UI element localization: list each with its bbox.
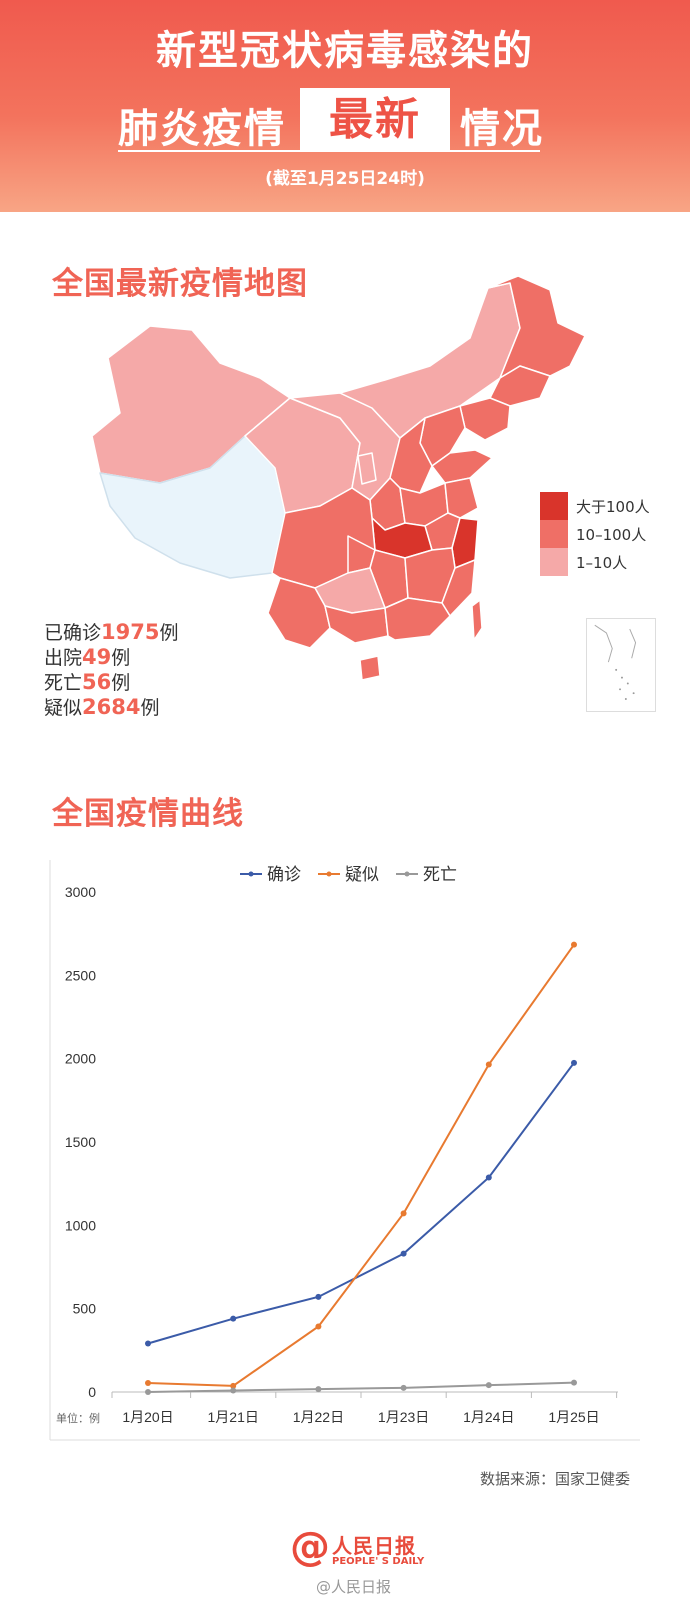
- y-tick-label: 0: [88, 1384, 96, 1400]
- inset-islands: [615, 668, 635, 700]
- map-section-title: 全国最新疫情地图: [52, 266, 308, 302]
- region-liaoning: [459, 397, 511, 441]
- data-point: [485, 1174, 492, 1181]
- title-line2: 肺炎疫情 最新 情况: [0, 88, 690, 152]
- data-point: [571, 1379, 577, 1386]
- data-point: [315, 1293, 322, 1300]
- series-line-疑似: [147, 944, 575, 1387]
- legend-marker: [404, 871, 410, 877]
- region-heilongjiang: [487, 275, 586, 379]
- date-caption: (截至1月25日24时): [265, 169, 425, 189]
- title-right: 情况: [460, 106, 544, 152]
- title-line1: 新型冠状病毒感染的: [156, 28, 534, 74]
- y-tick-label: 3000: [65, 884, 96, 900]
- x-tick-label: 1月22日: [293, 1409, 344, 1425]
- legend-label: 疑似: [345, 865, 379, 884]
- series-line-死亡: [147, 1381, 575, 1393]
- data-source: 数据来源：国家卫健委: [479, 1470, 630, 1488]
- data-point: [230, 1387, 237, 1394]
- legend-label: 确诊: [267, 865, 301, 884]
- series-line-确诊: [147, 1062, 575, 1345]
- y-tick-label: 1500: [65, 1134, 96, 1150]
- x-tick-label: 1月25日: [548, 1409, 599, 1425]
- region-hainan: [359, 655, 381, 681]
- y-tick-label: 1000: [65, 1217, 96, 1233]
- data-point: [485, 1061, 492, 1068]
- x-tick-label: 1月23日: [378, 1409, 429, 1425]
- inset-coastline: [594, 624, 613, 663]
- title-highlight: 最新: [300, 88, 450, 152]
- region-jiangsu: [444, 477, 479, 519]
- x-tick-label: 1月20日: [122, 1409, 173, 1425]
- x-tick-label: 1月21日: [208, 1409, 259, 1425]
- unit-label: 单位：例: [56, 1411, 100, 1425]
- data-point: [485, 1382, 492, 1389]
- stat-deaths: 死亡56例: [44, 670, 131, 694]
- stat-suspected: 疑似2684例: [44, 695, 160, 719]
- weibo-watermark: @人民日报: [316, 1578, 392, 1596]
- curve-section-title: 全国疫情曲线: [52, 796, 244, 832]
- stat-discharged: 出院49例: [44, 645, 131, 669]
- data-point: [315, 1323, 322, 1330]
- stat-confirmed: 已确诊1975例: [44, 620, 179, 644]
- data-point: [230, 1315, 237, 1322]
- x-tick-label: 1月24日: [463, 1409, 514, 1425]
- legend-label: 大于100人: [576, 498, 650, 516]
- at-icon: @: [290, 1524, 330, 1570]
- region-yunnan: [267, 577, 331, 649]
- legend-swatch-high: [540, 492, 568, 520]
- region-guangdong: [384, 597, 451, 641]
- title-left: 肺炎疫情: [118, 106, 286, 152]
- logo-name: 人民日报: [332, 1534, 416, 1558]
- legend-label: 1–10人: [576, 554, 628, 572]
- legend-swatch-low: [540, 548, 568, 576]
- china-map: [91, 275, 586, 681]
- y-tick-label: 2000: [65, 1051, 96, 1067]
- logo-english: PEOPLE' S DAILY: [332, 1556, 425, 1567]
- data-point: [145, 1380, 151, 1386]
- title-underline: [118, 150, 540, 152]
- legend-marker: [326, 871, 332, 877]
- peoples-daily-logo: @ 人民日报 PEOPLE' S DAILY: [290, 1524, 430, 1574]
- region-ningxia: [357, 452, 377, 485]
- legend-item: 大于100人: [540, 492, 690, 520]
- data-point: [571, 941, 577, 948]
- data-point: [400, 1250, 407, 1257]
- data-point: [400, 1384, 407, 1391]
- inset-coastline: [629, 628, 637, 659]
- data-point: [571, 1059, 577, 1066]
- epidemic-line-chart: 0 500 1000 1500 2000 2500 3000 1月20日 1月21日 1月22日 1…: [49, 860, 640, 1441]
- legend-item: 10–100人: [540, 520, 690, 548]
- y-tick-label: 2500: [65, 967, 96, 983]
- legend-label: 死亡: [423, 865, 457, 884]
- data-point: [145, 1340, 151, 1347]
- data-point: [400, 1210, 407, 1217]
- legend-item: 1–10人: [540, 548, 690, 576]
- data-point: [230, 1382, 237, 1389]
- header-banner: 新型冠状病毒感染的 肺炎疫情 最新 情况 (截至1月25日24时): [0, 0, 690, 212]
- legend-swatch-mid: [540, 520, 568, 548]
- region-taiwan: [471, 599, 483, 641]
- south-china-sea-inset: [586, 618, 656, 712]
- stats-summary: 已确诊1975例 出院49例 死亡56例 疑似2684例: [44, 618, 179, 719]
- data-point: [315, 1386, 322, 1393]
- legend-label: 10–100人: [576, 526, 647, 544]
- y-tick-label: 500: [73, 1301, 97, 1317]
- legend-marker: [248, 871, 254, 877]
- data-point: [145, 1389, 151, 1395]
